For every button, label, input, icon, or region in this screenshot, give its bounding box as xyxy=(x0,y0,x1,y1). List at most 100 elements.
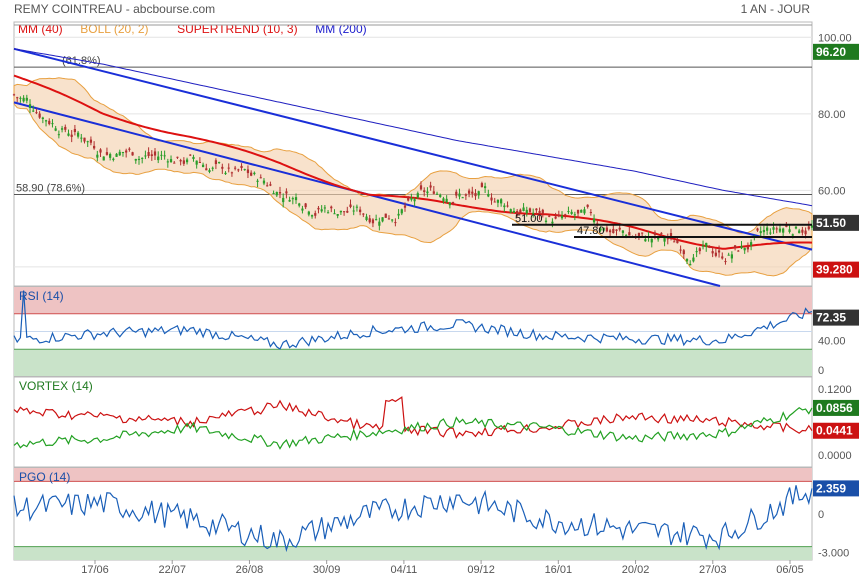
value-badge xyxy=(813,480,859,497)
pgo-overbought-zone xyxy=(14,468,812,482)
candle-body xyxy=(342,211,346,213)
candle-body xyxy=(701,245,705,247)
candle-body xyxy=(551,221,554,224)
candle-body xyxy=(163,155,166,157)
candle-body xyxy=(711,251,714,254)
candle-body xyxy=(512,210,516,213)
rsi-tick-label: 0 xyxy=(818,365,824,377)
candle-body xyxy=(775,228,778,230)
pgo-tick-label: 0 xyxy=(818,509,824,521)
candle-body xyxy=(439,194,442,197)
candle-body xyxy=(109,154,112,158)
candle-body xyxy=(740,246,743,249)
candle-body xyxy=(471,191,474,194)
candle-body xyxy=(67,133,70,136)
candle-body xyxy=(89,139,93,143)
candle-body xyxy=(548,215,551,217)
candle-body xyxy=(198,161,201,163)
candle-body xyxy=(564,214,567,216)
candle-body xyxy=(525,209,528,214)
candle-body xyxy=(522,207,525,212)
candle-body xyxy=(788,229,791,233)
value-badge-label: 0.0856 xyxy=(816,401,853,415)
candle-body xyxy=(250,172,253,176)
candle-body xyxy=(532,212,535,214)
candle-body xyxy=(99,149,102,153)
candle-body xyxy=(682,250,685,255)
candle-body xyxy=(573,214,576,216)
value-badge-label: 96.20 xyxy=(816,45,846,59)
candle-body xyxy=(749,242,753,246)
candle-body xyxy=(291,198,294,200)
candle-body xyxy=(605,227,609,232)
candle-body xyxy=(644,239,647,242)
candle-body xyxy=(96,154,99,158)
candle-body xyxy=(256,180,259,182)
price-tick-label: 60.00 xyxy=(818,185,846,197)
x-tick-label: 22/07 xyxy=(158,564,186,576)
candle-body xyxy=(538,210,541,215)
candle-body xyxy=(326,212,330,214)
candle-body xyxy=(685,258,689,262)
value-badge-label: 51.50 xyxy=(816,216,846,230)
candle-body xyxy=(182,160,185,164)
legend-item: MM (200) xyxy=(315,22,366,36)
candle-body xyxy=(673,241,676,243)
candle-body xyxy=(516,210,519,215)
candle-body xyxy=(118,151,121,156)
candle-body xyxy=(663,237,666,242)
x-tick-label: 09/12 xyxy=(467,564,495,576)
candle-body xyxy=(362,213,365,215)
candle-body xyxy=(660,232,663,234)
candle-body xyxy=(323,207,326,209)
candle-body xyxy=(185,159,189,163)
candle-body xyxy=(762,229,766,233)
candle-body xyxy=(54,128,57,131)
candle-body xyxy=(25,97,28,101)
candle-body xyxy=(125,150,128,153)
candle-body xyxy=(48,120,51,125)
candle-body xyxy=(349,204,352,208)
candle-body xyxy=(19,97,22,99)
candle-body xyxy=(201,164,205,168)
candle-body xyxy=(246,169,250,174)
candle-body xyxy=(189,154,192,156)
legend-item: MM (40) xyxy=(18,22,63,36)
candle-body xyxy=(371,219,375,224)
pgo-line xyxy=(13,485,813,553)
candle-body xyxy=(769,232,772,234)
candle-body xyxy=(169,159,173,163)
candle-body xyxy=(474,192,477,197)
candle-body xyxy=(359,209,362,213)
candle-body xyxy=(429,185,432,188)
candle-body xyxy=(669,233,673,237)
candle-body xyxy=(214,160,218,165)
candle-body xyxy=(589,212,592,214)
value-badge xyxy=(813,399,859,416)
candle-body xyxy=(535,208,538,211)
candle-body xyxy=(445,198,448,203)
candle-body xyxy=(519,209,522,213)
candle-body xyxy=(419,185,423,190)
candle-body xyxy=(455,191,458,196)
vortex-tick-label: 0.0000 xyxy=(818,450,852,462)
candle-body xyxy=(461,197,464,199)
candle-body xyxy=(435,193,439,195)
candle-body xyxy=(211,167,214,169)
candle-body xyxy=(570,211,573,214)
candle-body xyxy=(801,229,804,233)
candle-body xyxy=(128,148,131,150)
value-badge xyxy=(813,214,859,231)
candle-body xyxy=(464,194,467,196)
vortex-title: VORTEX (14) xyxy=(19,379,93,393)
candle-body xyxy=(333,213,336,215)
candle-body xyxy=(705,242,708,247)
value-badge-label: 2.359 xyxy=(816,481,846,495)
candle-body xyxy=(602,227,605,231)
candle-body xyxy=(339,210,343,213)
candle-body xyxy=(35,112,38,114)
candle-body xyxy=(285,191,288,194)
support-label: 47.80 xyxy=(577,225,605,237)
candle-body xyxy=(798,230,801,234)
fib-level-label: 58.90 (78.6%) xyxy=(16,183,85,195)
